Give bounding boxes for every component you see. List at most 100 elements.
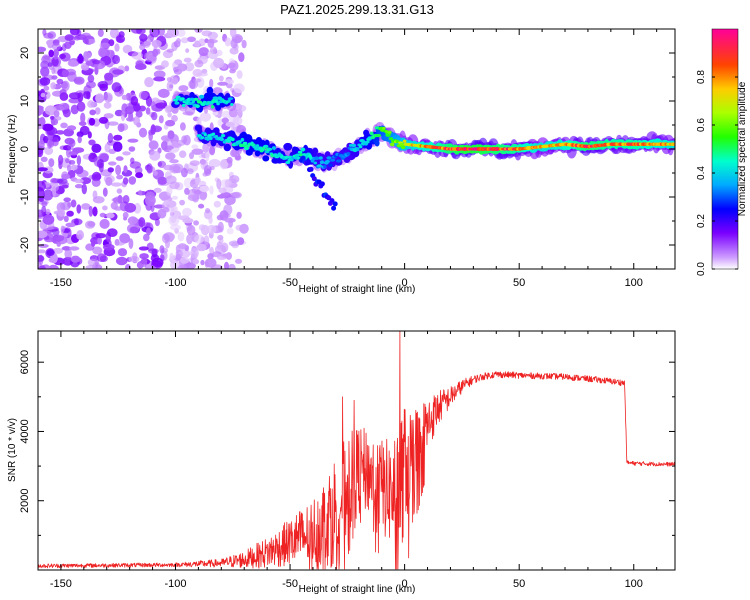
noise-blob <box>112 141 123 152</box>
noise-blob <box>128 146 136 152</box>
noise-blob <box>99 218 110 229</box>
noise-blob <box>138 189 143 196</box>
noise-blob <box>44 146 54 155</box>
noise-blob <box>170 205 178 213</box>
noise-blob <box>126 116 135 122</box>
ridge-mid <box>283 142 293 151</box>
y-tick-label: 6000 <box>19 350 31 374</box>
noise-blob <box>59 92 69 101</box>
noise-blob <box>48 139 54 148</box>
noise-blob <box>81 183 88 195</box>
noise-blob <box>48 49 54 58</box>
noise-blob <box>186 224 196 236</box>
noise-blob <box>225 252 232 260</box>
noise-blob <box>62 246 71 251</box>
ridge-core <box>227 99 231 103</box>
x-tick-label: 50 <box>513 277 525 289</box>
noise-blob <box>91 240 96 247</box>
ridge-core <box>294 156 298 160</box>
colorbar-ticks: 0.0 0.2 0.4 0.6 0.8 <box>696 70 738 276</box>
noise-blob <box>209 46 217 54</box>
noise-blob <box>234 35 242 44</box>
snr-y-label: SNR (10 * v/v) <box>7 418 18 482</box>
noise-blob <box>135 172 144 179</box>
noise-blob <box>203 235 210 246</box>
ridge-core <box>181 103 186 108</box>
noise-blob <box>86 80 96 89</box>
noise-blob <box>200 224 210 236</box>
noise-blob <box>111 182 122 187</box>
colorbar: 0.0 0.2 0.4 0.6 0.8 Normalized spectral ampl… <box>696 28 748 276</box>
noise-blob <box>199 112 211 122</box>
noise-blob <box>133 116 141 126</box>
noise-blob <box>178 85 189 92</box>
noise-blob <box>226 227 234 235</box>
noise-blob <box>207 38 215 48</box>
noise-blob <box>153 187 162 193</box>
noise-blob <box>219 75 224 82</box>
noise-blob <box>56 78 64 85</box>
ridge-core <box>227 97 234 100</box>
y-tick-label: -20 <box>19 237 31 253</box>
noise-blob <box>124 106 135 115</box>
ridge-core <box>187 102 194 105</box>
noise-blob <box>157 208 167 219</box>
noise-blob <box>38 249 46 254</box>
noise-blob <box>113 196 125 204</box>
noise-blob <box>56 202 66 213</box>
noise-blob <box>117 248 128 257</box>
x-tick-label: 50 <box>513 578 525 590</box>
ridge-core <box>402 139 407 143</box>
noise-blob <box>145 95 153 107</box>
noise-blob <box>153 70 166 79</box>
noise-blob <box>217 234 224 241</box>
noise-blob <box>139 33 148 42</box>
ridge-mid <box>363 129 370 136</box>
noise-scatter <box>38 29 249 269</box>
noise-blob <box>181 135 188 144</box>
ridge-core <box>230 137 235 142</box>
noise-blob <box>151 111 158 121</box>
ridge-core <box>200 136 205 140</box>
noise-blob <box>64 34 74 41</box>
noise-blob <box>182 111 194 116</box>
noise-blob <box>180 122 186 131</box>
noise-blob <box>171 77 179 85</box>
ridge-core <box>365 140 370 144</box>
noise-blob <box>99 42 111 49</box>
noise-blob <box>151 39 162 48</box>
noise-blob <box>158 115 164 124</box>
noise-blob <box>179 199 186 206</box>
noise-blob <box>130 157 135 164</box>
noise-blob <box>55 130 65 135</box>
noise-blob <box>122 44 133 54</box>
ridge-core <box>318 156 323 160</box>
noise-blob <box>128 238 134 250</box>
noise-blob <box>213 200 221 208</box>
ridge-core <box>271 146 277 150</box>
ridge-mid <box>223 143 231 152</box>
noise-blob <box>69 246 80 251</box>
noise-blob <box>164 105 171 114</box>
noise-blob <box>186 36 196 43</box>
ridge-core <box>671 142 675 146</box>
noise-blob <box>165 152 176 160</box>
noise-blob <box>63 215 69 222</box>
ridge-core <box>287 158 291 162</box>
noise-blob <box>41 201 48 207</box>
noise-blob <box>58 154 64 165</box>
ridge-branch <box>332 201 338 207</box>
colorbar-tick-label: 0.0 <box>696 262 707 276</box>
colorbar-label: Normalized spectral amplitude <box>737 81 748 216</box>
noise-blob <box>87 38 96 45</box>
noise-blob <box>138 246 149 251</box>
noise-blob <box>170 215 177 224</box>
ridge-core <box>230 103 234 106</box>
noise-blob <box>114 43 120 52</box>
noise-blob <box>40 66 50 77</box>
noise-blob <box>135 110 143 118</box>
noise-blob <box>238 52 245 63</box>
noise-blob <box>169 252 174 261</box>
noise-blob <box>89 109 96 116</box>
